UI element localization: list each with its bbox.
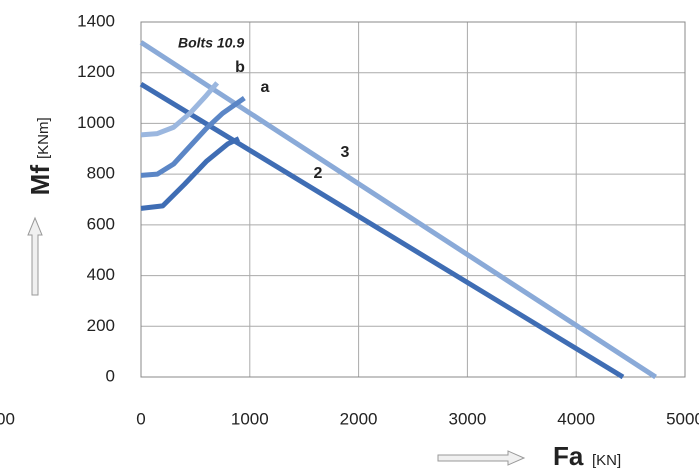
x-axis-unit: [KN]: [592, 452, 621, 469]
y-axis-label: Mf: [25, 165, 55, 196]
x-tick-label: 2000: [340, 409, 378, 428]
x-tick-label: 1000: [231, 409, 269, 428]
series-line: [139, 81, 625, 380]
series-label: 2: [314, 165, 323, 182]
y-axis-unit: [KNm]: [35, 117, 52, 159]
series-line: [140, 81, 220, 138]
series-line: [140, 136, 240, 211]
annotation: Bolts 10.9: [178, 35, 244, 51]
y-tick-label: 400: [87, 265, 115, 284]
x-arrow: [437, 450, 526, 466]
y-arrow: [27, 216, 43, 296]
x-axis-label: Fa: [553, 441, 584, 471]
series-line: [140, 96, 246, 178]
x-tick-label: 5000: [666, 409, 699, 428]
x-tick-label: 0: [136, 409, 145, 428]
y-tick-label: 1000: [77, 113, 115, 132]
x-tick-label: 3000: [448, 409, 486, 428]
y-tick-label: 200: [87, 316, 115, 335]
series-line: [139, 40, 657, 380]
series-label: 3: [341, 144, 350, 161]
y-tick-label: 800: [87, 164, 115, 183]
series-label: b: [235, 59, 245, 76]
x-tick-label: 4000: [557, 409, 595, 428]
plot-border: [140, 21, 686, 378]
y-tick-label: 1400: [77, 11, 115, 30]
y-tick-label: 0: [106, 366, 115, 385]
series-label: a: [261, 79, 270, 96]
y-tick-label: 1200: [77, 62, 115, 81]
annotation: 00: [0, 409, 15, 428]
y-tick-label: 600: [87, 214, 115, 233]
